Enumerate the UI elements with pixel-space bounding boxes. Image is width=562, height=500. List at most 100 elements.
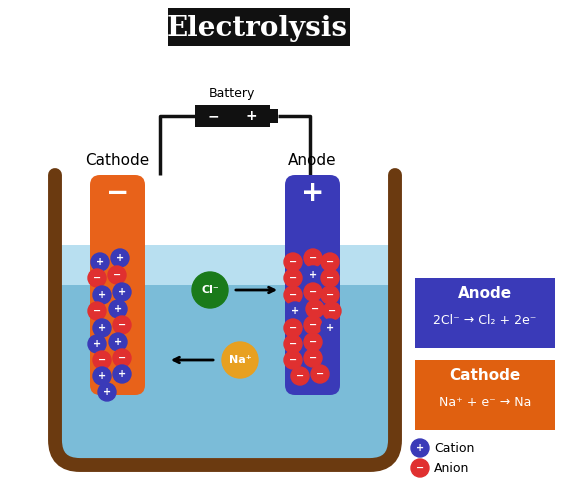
Text: 2Cl⁻ → Cl₂ + 2e⁻: 2Cl⁻ → Cl₂ + 2e⁻ <box>433 314 537 326</box>
Text: −: − <box>118 320 126 330</box>
Circle shape <box>306 300 324 318</box>
Text: −: − <box>289 290 297 300</box>
Circle shape <box>93 351 111 369</box>
Circle shape <box>113 316 131 334</box>
Circle shape <box>284 286 302 304</box>
Circle shape <box>304 316 322 334</box>
Text: Cl⁻: Cl⁻ <box>201 285 219 295</box>
Text: Electrolysis: Electrolysis <box>166 14 347 42</box>
Circle shape <box>192 272 228 308</box>
Text: Na⁺ + e⁻ → Na: Na⁺ + e⁻ → Na <box>439 396 531 408</box>
Circle shape <box>284 351 302 369</box>
Text: −: − <box>289 323 297 333</box>
Circle shape <box>222 342 258 378</box>
Text: +: + <box>98 290 106 300</box>
Text: +: + <box>114 337 122 347</box>
Bar <box>195 105 270 127</box>
Text: Anode: Anode <box>288 153 336 168</box>
Text: −: − <box>309 337 317 347</box>
Circle shape <box>304 266 322 284</box>
Circle shape <box>304 249 322 267</box>
Circle shape <box>284 269 302 287</box>
Text: +: + <box>93 339 101 349</box>
Circle shape <box>113 283 131 301</box>
Circle shape <box>108 266 126 284</box>
Circle shape <box>113 365 131 383</box>
FancyBboxPatch shape <box>285 175 340 395</box>
Circle shape <box>93 367 111 385</box>
Text: +: + <box>98 371 106 381</box>
Text: −: − <box>316 369 324 379</box>
Circle shape <box>411 439 429 457</box>
Text: −: − <box>113 270 121 280</box>
Text: −: − <box>326 257 334 267</box>
Circle shape <box>98 383 116 401</box>
Circle shape <box>93 319 111 337</box>
Bar <box>168 8 350 46</box>
Text: −: − <box>328 306 336 316</box>
Circle shape <box>88 302 106 320</box>
Text: −: − <box>311 304 319 314</box>
Text: Cathode: Cathode <box>85 153 149 168</box>
Text: Anode: Anode <box>458 286 512 302</box>
Circle shape <box>321 269 339 287</box>
Circle shape <box>321 286 339 304</box>
Text: −: − <box>326 273 334 283</box>
Text: −: − <box>326 290 334 300</box>
Circle shape <box>304 333 322 351</box>
Text: −: − <box>416 463 424 473</box>
Text: +: + <box>416 443 424 453</box>
Text: +: + <box>301 179 324 207</box>
Text: +: + <box>291 306 299 316</box>
Text: −: − <box>309 287 317 297</box>
Circle shape <box>304 349 322 367</box>
Circle shape <box>304 283 322 301</box>
Text: Na⁺: Na⁺ <box>229 355 251 365</box>
Text: +: + <box>116 253 124 263</box>
Text: −: − <box>289 273 297 283</box>
Text: −: − <box>289 355 297 365</box>
Bar <box>415 360 555 430</box>
Circle shape <box>109 300 127 318</box>
Text: Anion: Anion <box>434 462 469 474</box>
Text: −: − <box>309 353 317 363</box>
Text: +: + <box>103 387 111 397</box>
Text: −: − <box>98 355 106 365</box>
Text: −: − <box>207 109 219 123</box>
Circle shape <box>284 319 302 337</box>
Text: +: + <box>96 257 104 267</box>
Text: +: + <box>114 304 122 314</box>
Circle shape <box>109 333 127 351</box>
Circle shape <box>93 286 111 304</box>
Circle shape <box>323 302 341 320</box>
Text: −: − <box>309 253 317 263</box>
Text: −: − <box>93 306 101 316</box>
Text: −: − <box>289 257 297 267</box>
Text: −: − <box>93 273 101 283</box>
Text: +: + <box>118 287 126 297</box>
Bar <box>415 278 555 348</box>
Text: Cathode: Cathode <box>450 368 520 384</box>
Text: +: + <box>118 369 126 379</box>
Text: Cation: Cation <box>434 442 474 454</box>
Text: +: + <box>326 323 334 333</box>
Text: −: − <box>118 353 126 363</box>
Circle shape <box>284 335 302 353</box>
Text: −: − <box>309 320 317 330</box>
Circle shape <box>88 335 106 353</box>
Text: −: − <box>106 179 129 207</box>
Circle shape <box>311 365 329 383</box>
Circle shape <box>411 459 429 477</box>
Text: +: + <box>309 270 317 280</box>
Circle shape <box>113 349 131 367</box>
Circle shape <box>321 319 339 337</box>
Circle shape <box>91 253 109 271</box>
Text: −: − <box>289 339 297 349</box>
Circle shape <box>88 269 106 287</box>
Text: +: + <box>245 109 257 123</box>
Circle shape <box>286 302 304 320</box>
FancyBboxPatch shape <box>90 175 145 395</box>
Circle shape <box>291 367 309 385</box>
Bar <box>270 109 278 123</box>
Circle shape <box>321 253 339 271</box>
